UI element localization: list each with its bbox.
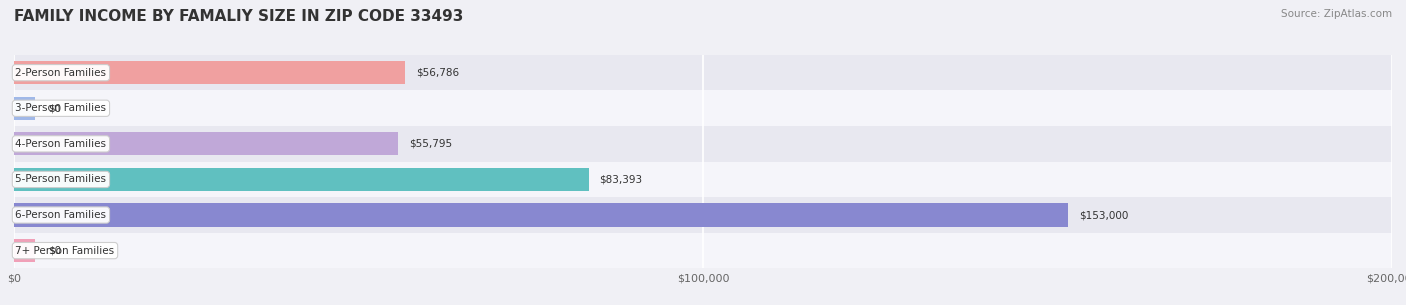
- Bar: [14, 97, 35, 120]
- Bar: [14, 126, 1392, 162]
- Text: Source: ZipAtlas.com: Source: ZipAtlas.com: [1281, 9, 1392, 19]
- Bar: [14, 203, 1069, 227]
- Text: $55,795: $55,795: [409, 139, 453, 149]
- Bar: [14, 55, 1392, 91]
- Text: $153,000: $153,000: [1080, 210, 1129, 220]
- Text: 4-Person Families: 4-Person Families: [15, 139, 107, 149]
- Bar: [14, 168, 589, 191]
- Bar: [14, 132, 398, 156]
- Text: 6-Person Families: 6-Person Families: [15, 210, 107, 220]
- Bar: [14, 233, 1392, 268]
- Text: 5-Person Families: 5-Person Families: [15, 174, 107, 185]
- Text: 3-Person Families: 3-Person Families: [15, 103, 107, 113]
- Text: $0: $0: [48, 246, 62, 256]
- Text: FAMILY INCOME BY FAMALIY SIZE IN ZIP CODE 33493: FAMILY INCOME BY FAMALIY SIZE IN ZIP COD…: [14, 9, 464, 24]
- Text: $83,393: $83,393: [599, 174, 643, 185]
- Bar: [14, 61, 405, 84]
- Bar: [14, 91, 1392, 126]
- Text: 7+ Person Families: 7+ Person Families: [15, 246, 114, 256]
- Bar: [14, 239, 35, 262]
- Text: $0: $0: [48, 103, 62, 113]
- Text: 2-Person Families: 2-Person Families: [15, 68, 107, 78]
- Bar: [14, 197, 1392, 233]
- Bar: [14, 162, 1392, 197]
- Text: $56,786: $56,786: [416, 68, 460, 78]
